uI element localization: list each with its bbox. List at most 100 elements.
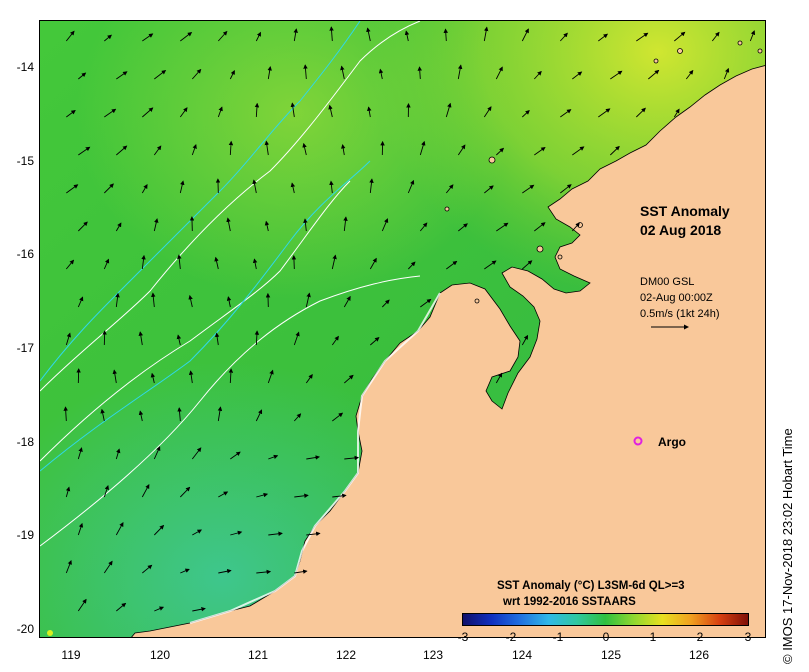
current-vector — [217, 106, 223, 118]
current-vector — [306, 455, 320, 460]
current-vector — [115, 448, 121, 460]
current-vector — [267, 369, 274, 384]
coastal-islands — [47, 40, 763, 636]
current-vector — [419, 222, 428, 232]
current-vector — [254, 102, 260, 118]
current-vector — [290, 102, 296, 118]
current-vector — [229, 69, 235, 80]
current-vector — [192, 606, 206, 612]
current-vector — [305, 292, 311, 308]
current-vector — [77, 447, 83, 460]
current-vector — [302, 142, 307, 156]
current-vector — [112, 369, 118, 384]
current-vector — [191, 447, 202, 460]
current-vector — [103, 258, 110, 270]
colorbar-tick: -1 — [552, 630, 564, 644]
current-vector — [522, 109, 530, 118]
current-vector — [65, 259, 75, 270]
current-vector — [522, 184, 535, 194]
current-vector — [230, 530, 243, 536]
y-tick-label: -15 — [16, 154, 34, 168]
current-vector — [77, 296, 84, 308]
map-title: SST Anomaly — [640, 203, 730, 219]
y-tick-label: -14 — [16, 60, 34, 74]
coastal-fringe — [189, 292, 441, 624]
current-vector — [559, 32, 568, 42]
current-vector — [457, 144, 466, 156]
current-vector — [191, 144, 197, 156]
current-vector — [180, 568, 190, 574]
current-vector — [116, 71, 128, 80]
current-vector — [483, 26, 489, 42]
colorbar-tick: 0 — [602, 630, 610, 644]
current-vector — [328, 104, 333, 118]
current-vector — [648, 69, 660, 80]
current-vector — [343, 295, 351, 308]
current-vector — [407, 179, 415, 194]
colorbar-subtitle: wrt 1992-2016 SSTAARS — [503, 596, 636, 608]
current-vector — [560, 184, 572, 194]
current-vector — [255, 31, 261, 42]
y-tick-label: -16 — [16, 247, 34, 261]
current-vector — [636, 107, 646, 118]
current-vector — [177, 254, 182, 270]
argo-label: Argo — [658, 435, 686, 449]
current-vector — [344, 374, 354, 384]
current-vector — [230, 451, 241, 460]
current-vector — [179, 180, 185, 194]
current-vector — [303, 218, 308, 232]
y-tick-label: -20 — [16, 622, 34, 636]
current-vector — [306, 531, 321, 537]
current-vector — [77, 598, 87, 612]
current-vector — [343, 216, 348, 232]
colorbar-tick: -3 — [457, 630, 469, 644]
current-vector — [369, 178, 374, 194]
current-vector — [78, 72, 87, 80]
current-vector — [381, 218, 389, 232]
current-vector — [521, 28, 529, 42]
current-vector — [340, 65, 345, 80]
current-vector — [522, 260, 533, 270]
current-vector — [264, 220, 270, 232]
colorbar-tick: 1 — [649, 630, 657, 644]
current-vector — [598, 33, 609, 42]
current-vector — [154, 606, 165, 612]
current-vector — [65, 486, 71, 498]
x-tick-label: 124 — [511, 648, 533, 662]
current-vector — [115, 522, 124, 536]
current-vector — [484, 185, 494, 194]
current-vector — [445, 102, 452, 118]
colorbar-tick: 2 — [696, 630, 704, 644]
current-vector — [305, 373, 313, 384]
x-tick-label: 120 — [149, 648, 171, 662]
current-vector — [142, 564, 153, 574]
current-vector — [332, 493, 347, 499]
current-vector — [176, 334, 182, 346]
current-vector — [290, 182, 296, 194]
current-vector — [458, 223, 468, 232]
current-vector — [291, 255, 297, 270]
current-vector — [103, 560, 113, 574]
current-vector — [381, 299, 390, 308]
current-vector — [115, 292, 120, 308]
current-vector — [331, 254, 337, 270]
map-panel — [39, 20, 766, 638]
y-tick-label: -17 — [16, 341, 34, 355]
colorbar-tick: 3 — [744, 630, 752, 644]
x-tick-label: 125 — [600, 648, 622, 662]
current-vector — [154, 69, 167, 80]
current-vector — [142, 107, 154, 118]
current-vector — [252, 179, 257, 194]
argo-float-marker[interactable] — [633, 436, 643, 446]
current-vector — [445, 184, 454, 194]
current-vector — [495, 66, 503, 80]
current-vector — [141, 184, 148, 194]
current-vector — [610, 70, 623, 80]
current-vector — [636, 32, 649, 42]
current-vector — [142, 33, 154, 42]
current-vector — [218, 569, 232, 574]
current-vector — [533, 70, 542, 80]
current-vector — [218, 491, 229, 498]
current-vector — [217, 406, 223, 422]
current-vector — [188, 294, 193, 308]
